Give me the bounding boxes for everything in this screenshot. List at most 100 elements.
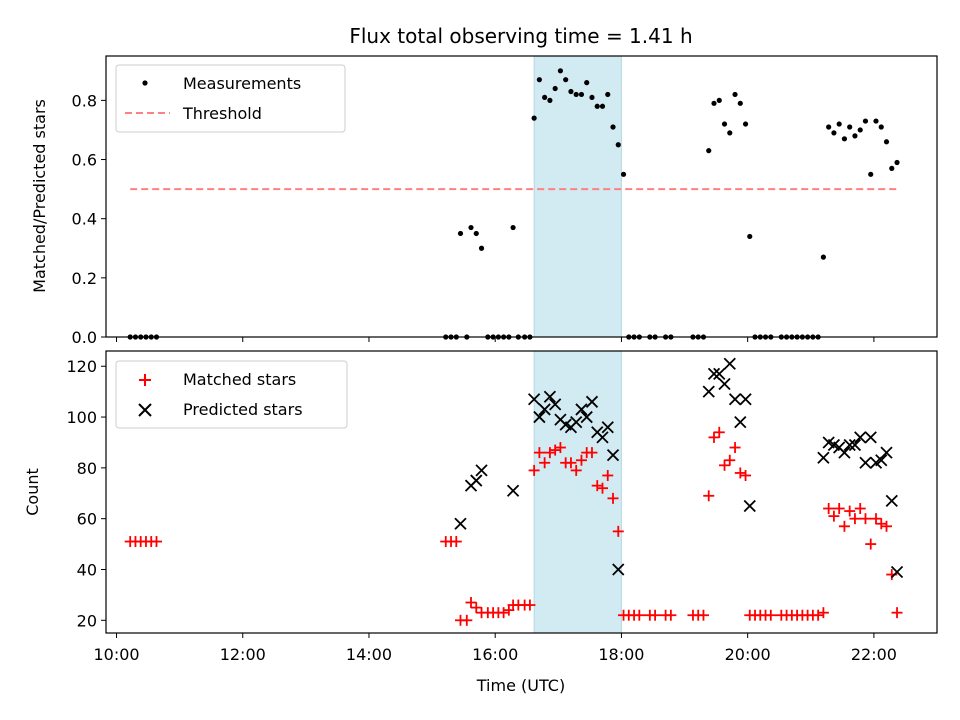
measurement-point	[573, 91, 579, 98]
bottom-y-axis-label: Count	[23, 468, 42, 516]
measurement-point	[831, 130, 837, 136]
matched-stars-point	[607, 492, 619, 504]
matched-stars-point	[612, 525, 624, 537]
x-tick-label: 12:00	[220, 645, 266, 664]
predicted-stars-point	[880, 446, 893, 459]
y-tick-label: 0.6	[72, 151, 97, 170]
measurement-point	[847, 124, 853, 130]
matched-stars-point	[849, 513, 861, 525]
predicted-stars-point	[454, 517, 467, 530]
y-tick-label: 0.2	[72, 269, 97, 288]
predicted-stars-point	[575, 403, 588, 416]
predicted-stars-point	[543, 390, 557, 403]
predicted-stars-point	[854, 431, 867, 444]
measurement-point	[547, 97, 553, 103]
top-legend: Measurements Threshold	[115, 64, 346, 133]
measurement-point	[536, 77, 542, 83]
matched-stars-point	[649, 609, 661, 621]
y-tick-label: 80	[77, 459, 97, 478]
predicted-stars-point	[859, 456, 872, 469]
matched-stars-point	[740, 469, 752, 481]
predicted-stars-point	[606, 449, 620, 462]
matched-stars-point	[844, 505, 856, 517]
x-tick-label: 14:00	[346, 645, 392, 664]
predicted-stars-point	[843, 438, 856, 452]
y-tick-label: 60	[77, 510, 97, 529]
matched-stars-point	[633, 609, 645, 621]
x-tick-label: 10:00	[93, 645, 139, 664]
measurement-point	[552, 85, 558, 92]
matched-stars-point	[703, 490, 715, 502]
bottom-panel: 20 40 60 80 100 120 10:00 12:00 14:00 16:00 18:00…	[23, 350, 938, 695]
predicted-stars-point	[875, 454, 888, 467]
matched-stars-point	[838, 520, 850, 532]
predicted-stars-point	[585, 395, 599, 408]
predicted-stars-point	[718, 377, 731, 391]
matched-stars-point	[554, 442, 566, 454]
matched-stars-point	[470, 602, 482, 614]
legend-measurements-marker	[142, 80, 148, 86]
matched-stars-point	[823, 503, 835, 515]
matched-stars-point	[817, 607, 829, 619]
predicted-stars-point	[506, 484, 520, 497]
predicted-stars-point	[475, 464, 488, 477]
bottom-legend-box	[115, 360, 348, 429]
predicted-stars-point	[728, 393, 742, 406]
measurement-point	[737, 100, 743, 106]
measurement-point	[578, 91, 585, 98]
measurement-point	[605, 91, 611, 98]
matched-stars-point	[865, 538, 877, 550]
measurement-point	[478, 245, 485, 251]
measurement-point	[716, 97, 722, 103]
measurement-point	[820, 254, 826, 260]
predicted-stars-point	[570, 415, 583, 429]
measurement-point	[706, 148, 712, 154]
predicted-stars-point	[470, 474, 483, 487]
measurement-point	[457, 230, 464, 237]
matched-stars-point	[875, 518, 887, 530]
x-tick-label: 16:00	[472, 645, 518, 664]
measurement-point	[826, 124, 832, 130]
predicted-stars-point	[743, 499, 756, 513]
y-tick-label: 0.0	[72, 328, 97, 347]
measurement-point	[711, 100, 717, 106]
predicted-stars-point	[612, 563, 625, 576]
bottom-x-ticks: 10:00 12:00 14:00 16:00 18:00 20:00 22:00	[93, 633, 897, 664]
measurement-point	[510, 224, 516, 231]
measurement-point	[589, 94, 595, 101]
predicted-stars-point	[702, 385, 715, 398]
measurement-point	[584, 80, 590, 86]
top-panel: 0.0 0.2 0.4 0.6 0.8 Flux total observing tim…	[30, 24, 938, 347]
matched-stars-point	[734, 467, 746, 479]
matched-stars-point	[713, 426, 725, 438]
matched-stars-point	[533, 447, 545, 459]
measurement-point	[721, 121, 728, 127]
matched-stars-point	[665, 609, 677, 621]
measurement-point	[563, 77, 569, 83]
legend-measurements-label: Measurements	[183, 74, 301, 93]
y-tick-label: 0.4	[72, 210, 97, 229]
matched-stars-point	[450, 536, 462, 548]
matched-stars-point	[724, 454, 736, 466]
matched-stars-point	[528, 464, 540, 476]
measurement-point	[883, 139, 890, 145]
top-legend-box	[115, 64, 346, 133]
predicted-stars-point	[734, 415, 747, 429]
matched-stars-point	[729, 442, 741, 454]
matched-stars-point	[719, 459, 731, 471]
predicted-stars-point	[713, 367, 726, 381]
predicted-stars-point	[864, 431, 877, 444]
predicted-stars-point	[838, 446, 851, 459]
measurement-point	[468, 224, 474, 231]
matched-stars-point	[812, 609, 824, 621]
predicted-stars-point	[596, 431, 609, 444]
measurement-point	[531, 115, 537, 121]
predicted-stars-point	[527, 393, 541, 406]
legend-predicted-marker	[138, 403, 152, 417]
matched-stars-point	[881, 520, 893, 532]
measurement-point	[836, 121, 842, 127]
measurement-point	[852, 133, 858, 139]
matched-stars-point	[461, 614, 473, 626]
measurement-point	[862, 118, 869, 124]
